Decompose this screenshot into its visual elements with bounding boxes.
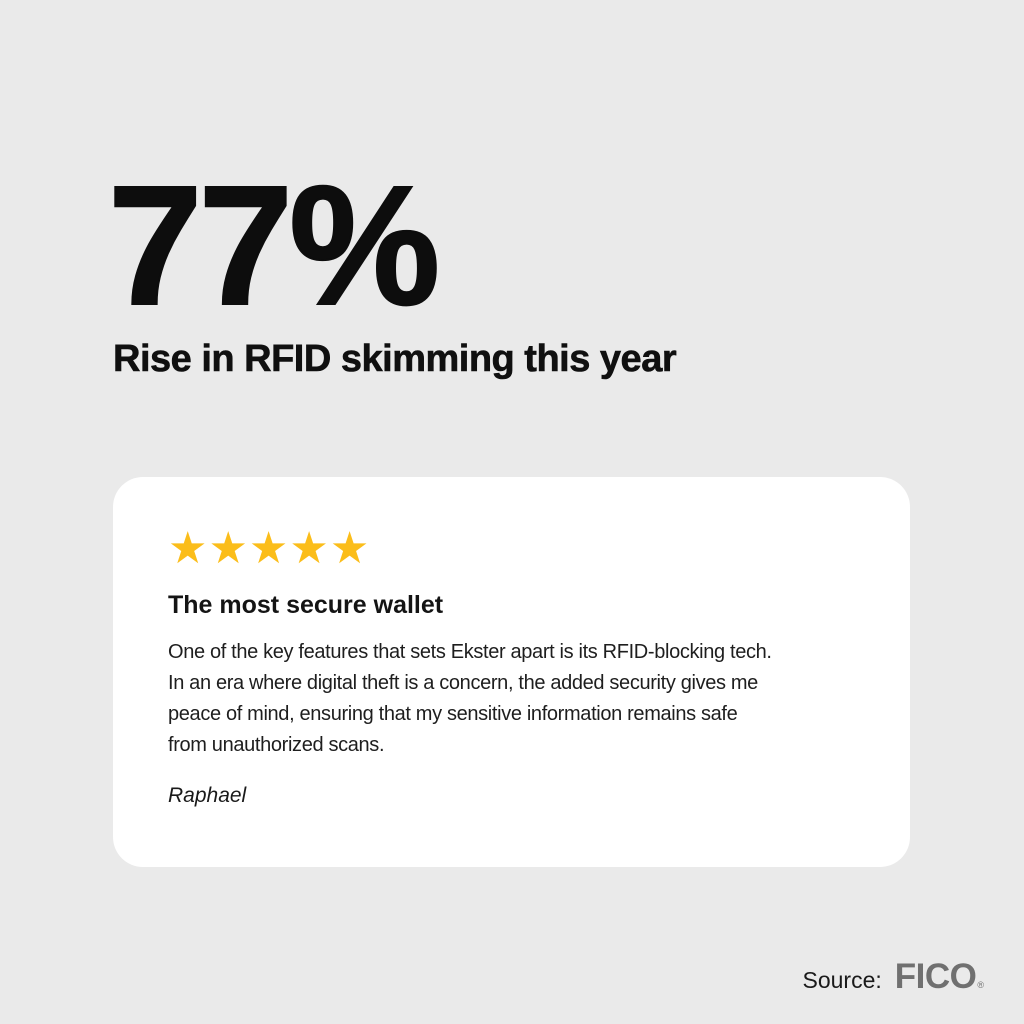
review-body-line: peace of mind, ensuring that my sensitiv…	[168, 703, 738, 725]
star-icon: ★	[248, 523, 289, 574]
registered-trademark-icon: ®	[977, 980, 984, 990]
review-card: ★ ★ ★ ★ ★ The most secure wallet One of …	[113, 477, 910, 867]
star-icon: ★	[208, 523, 248, 574]
review-title: The most secure wallet	[168, 591, 444, 619]
review-body-line: from unauthorized scans.	[168, 734, 385, 756]
review-author: Raphael	[168, 784, 247, 807]
star-icon: ★	[168, 523, 208, 574]
star-icon: ★	[329, 523, 370, 574]
review-body-line: In an era where digital theft is a conce…	[168, 672, 758, 694]
source-attribution: Source: FICO ®	[802, 959, 984, 994]
review-body: One of the key features that sets Ekster…	[168, 637, 872, 761]
star-icon: ★	[289, 523, 329, 574]
fico-logo-text: FICO	[894, 957, 977, 996]
review-body-line: One of the key features that sets Ekster…	[168, 641, 772, 663]
source-label: Source:	[802, 967, 882, 993]
stat-subtitle: Rise in RFID skimming this year	[113, 338, 677, 380]
star-rating: ★ ★ ★ ★ ★	[168, 527, 872, 571]
stat-value: 77%	[107, 151, 441, 341]
fico-logo: FICO ®	[895, 959, 984, 994]
